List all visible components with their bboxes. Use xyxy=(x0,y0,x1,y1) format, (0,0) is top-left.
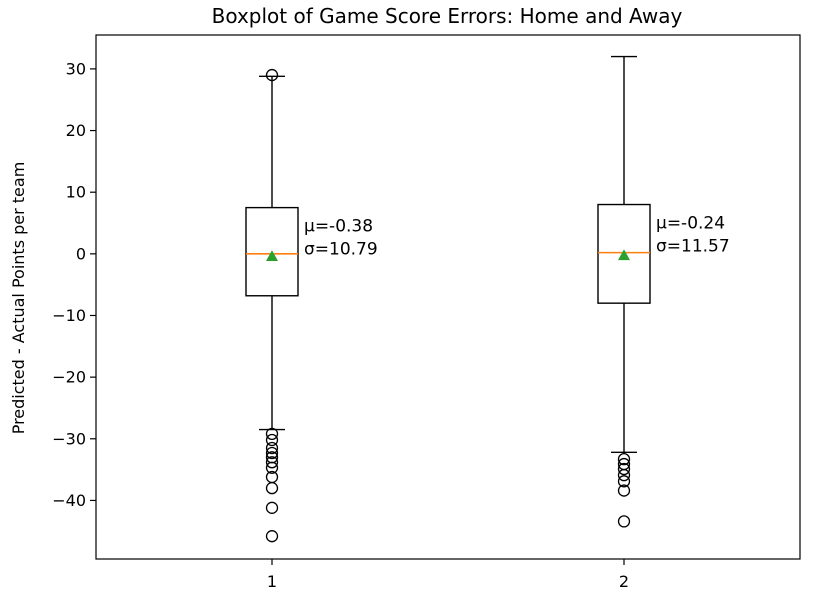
outlier-point xyxy=(265,456,279,469)
outlier-point xyxy=(617,515,631,528)
y-tick-label: −10 xyxy=(52,306,86,325)
mean-annotation: μ=-0.24 xyxy=(656,214,725,234)
outlier-point xyxy=(617,452,631,466)
outlier-point xyxy=(265,446,279,460)
y-tick-label: 0 xyxy=(76,244,86,263)
y-tick-label: 10 xyxy=(66,183,86,202)
outlier-point xyxy=(617,484,631,497)
boxes-group: μ=-0.38 σ=10.79 μ=-0.24 σ=11.57 xyxy=(245,55,730,543)
y-tick-label: −40 xyxy=(52,491,86,510)
x-tick-label: 2 xyxy=(619,572,629,591)
plot-area-frame xyxy=(95,34,801,560)
outlier-point xyxy=(265,427,279,441)
outlier-point xyxy=(617,469,631,482)
outlier-point xyxy=(265,530,279,543)
mean-marker xyxy=(266,250,278,261)
std-annotation: σ=11.57 xyxy=(656,237,730,257)
box-2: μ=-0.24 σ=11.57 xyxy=(597,55,730,528)
outlier-point xyxy=(617,462,631,476)
chart-title: Boxplot of Game Score Errors: Home and A… xyxy=(212,4,683,28)
y-tick-label: 20 xyxy=(66,121,86,140)
outlier-point xyxy=(265,441,279,455)
outlier-point xyxy=(265,481,279,495)
outlier-point xyxy=(265,501,279,514)
x-tick-label: 1 xyxy=(267,572,277,591)
outlier-point xyxy=(265,433,279,447)
box-1: μ=-0.38 σ=10.79 xyxy=(245,68,378,543)
std-annotation: σ=10.79 xyxy=(304,240,378,260)
mean-marker xyxy=(618,249,630,261)
y-tick-label: 30 xyxy=(66,59,86,78)
y-tick-label: −20 xyxy=(52,368,86,387)
y-tick-label: −30 xyxy=(52,429,86,448)
y-axis: 30 20 10 0 −10 −20 −30 −40 xyxy=(52,59,96,510)
mean-annotation: μ=-0.38 xyxy=(304,217,373,237)
outlier-point xyxy=(617,475,631,488)
outlier-point xyxy=(265,68,279,82)
outlier-point xyxy=(265,461,279,474)
y-axis-label: Predicted - Actual Points per team xyxy=(9,162,28,435)
